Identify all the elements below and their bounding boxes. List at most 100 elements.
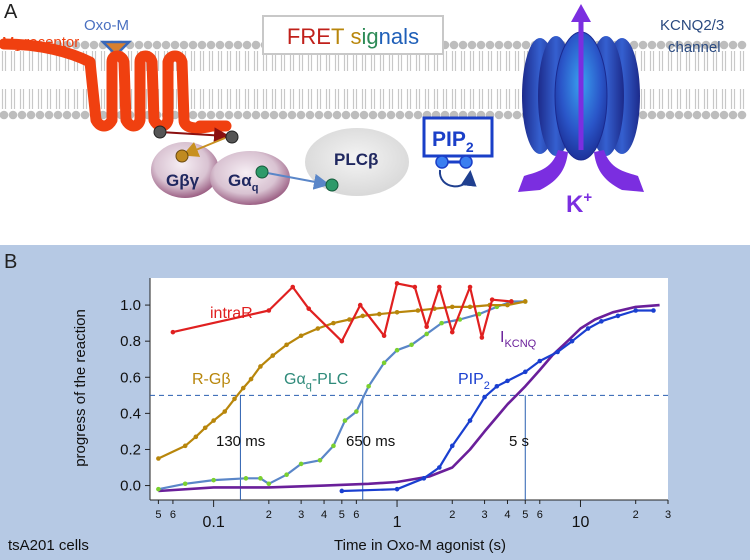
data-point [354,409,359,414]
data-point [222,409,228,414]
lipid-head [494,110,504,120]
series-layer [156,281,660,494]
lipid-head [233,110,243,120]
lipid-head [737,40,747,50]
data-point [182,481,188,487]
gaq-plc-arrow [261,171,330,190]
ikcnq-series-label: IKCNQ [500,329,537,350]
data-point [240,385,246,391]
pip2-series-label: PIP2 [458,371,490,392]
plot-area [150,278,668,500]
data-point [394,486,400,492]
data-point [284,472,289,478]
lipid-head [26,110,36,120]
potassium-label: K+ [566,189,592,218]
data-point [156,486,161,492]
data-point [633,308,638,313]
y-tick-label: 0.4 [120,405,141,422]
rgb-arrow [182,137,226,157]
lipid-head [278,110,288,120]
data-point [232,396,237,402]
data-point [202,425,208,431]
data-point [437,465,442,470]
data-point [331,443,336,449]
data-point [376,311,382,317]
gaq-fluorophore [255,165,269,179]
data-point [156,456,161,461]
data-point [522,299,528,304]
kcnq-label-line2: channel [668,39,721,56]
data-point [339,488,345,494]
lipid-head [719,40,729,50]
intrar-series-label: intraR [210,305,253,322]
lipid-head [287,110,297,120]
x-minor-tick-label: 4 [504,509,510,521]
data-point [266,308,272,313]
lipid-head [512,40,522,50]
lipid-head [710,110,720,120]
data-point [537,358,543,364]
data-point [394,309,400,315]
y-tick-label: 0.8 [120,333,141,350]
x-minor-tick-label: 5 [155,509,161,521]
fret-letter: l [403,24,408,49]
cells-label: tsA201 cells [8,537,89,554]
lipid-head [44,110,54,120]
lipid-head [242,110,252,120]
lipid-head [17,110,27,120]
y-tick-label: 0.6 [120,369,141,386]
fret-letter: s [351,24,362,49]
rgb-series-label: R-Gβ [192,371,231,388]
lipid-head [350,110,360,120]
y-tick-label: 0.2 [120,441,141,458]
lipid-head [269,110,279,120]
lipid-head [260,110,270,120]
y-tick-label: 1.0 [120,297,141,314]
x-minor-tick-label: 6 [170,509,176,521]
lipid-head [314,110,324,120]
lipid-head [341,110,351,120]
lipid-head [296,110,306,120]
lipid-head [224,40,234,50]
data-point [394,347,400,353]
x-major-tick-label: 10 [572,514,590,531]
fret-letter: g [366,24,378,49]
lipid-head [35,110,45,120]
x-minor-tick-label: 6 [353,509,359,521]
lipid-head [0,110,9,120]
fret-letter: F [287,24,300,49]
data-point [360,313,366,319]
gbg-subunit [151,142,219,198]
data-point [424,331,429,337]
data-point [409,342,414,348]
lipid-head [242,40,252,50]
data-point [439,320,444,326]
series-line-rg [157,300,526,460]
x-minor-tick-label: 2 [633,509,639,521]
lipid-head [386,110,396,120]
data-point [505,302,510,308]
lipid-head [152,40,162,50]
lipid-head [674,40,684,50]
lipid-head [143,40,153,50]
lipid-head [80,40,90,50]
data-point [315,326,321,331]
data-point [381,360,387,366]
kcnq-channel [518,4,644,192]
lipid-head [728,40,738,50]
lipid-head [134,40,144,50]
data-point [211,477,216,483]
data-point [555,349,560,355]
fret-box [262,15,444,55]
lipid-head [719,110,729,120]
data-point [258,476,263,481]
panel-a: A FRET signals M1 receptor Oxo-M Gβγ Gαq… [0,1,747,218]
lipid-head [251,40,261,50]
lipid-head [683,40,693,50]
oxo-m-triangle [99,40,133,57]
data-point [394,281,400,286]
data-point [505,378,510,384]
lipid-head [161,40,171,50]
lipid-head [503,110,513,120]
kcnq-label-line1: KCNQ2/3 [660,17,724,34]
